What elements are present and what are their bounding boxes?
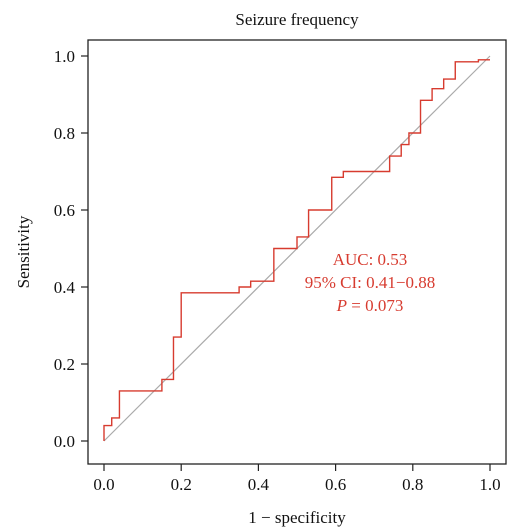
- ci-label: 95% CI: 0.41−0.88: [305, 273, 435, 292]
- y-axis: 0.0 0.2 0.4 0.6 0.8 1.0: [54, 47, 88, 451]
- roc-curve-layer: [103, 59, 490, 441]
- x-tick-label: 1.0: [479, 475, 500, 494]
- y-tick-label: 0.0: [54, 432, 75, 451]
- auc-label: AUC: 0.53: [333, 250, 408, 269]
- x-tick-label: 0.0: [93, 475, 114, 494]
- x-tick-label: 0.2: [171, 475, 192, 494]
- roc-curve: [103, 59, 490, 441]
- x-tick-label: 0.8: [402, 475, 423, 494]
- y-tick-label: 0.4: [54, 278, 76, 297]
- y-tick-label: 0.6: [54, 201, 75, 220]
- x-axis-title: 1 − specificity: [248, 508, 346, 527]
- p-symbol: P: [336, 296, 347, 315]
- x-tick-label: 0.4: [248, 475, 270, 494]
- y-axis-title: Sensitivity: [14, 215, 33, 288]
- y-tick-label: 1.0: [54, 47, 75, 66]
- x-tick-label: 0.6: [325, 475, 346, 494]
- auc-annotation: AUC: 0.53 95% CI: 0.41−0.88 P = 0.073: [305, 250, 435, 315]
- y-tick-label: 0.2: [54, 355, 75, 374]
- chart-title: Seizure frequency: [235, 10, 359, 29]
- y-tick-label: 0.8: [54, 124, 75, 143]
- plot-frame: [87, 39, 507, 465]
- x-axis: 0.0 0.2 0.4 0.6 0.8 1.0: [93, 464, 501, 494]
- p-value: = 0.073: [347, 296, 403, 315]
- p-value-label: P = 0.073: [336, 296, 404, 315]
